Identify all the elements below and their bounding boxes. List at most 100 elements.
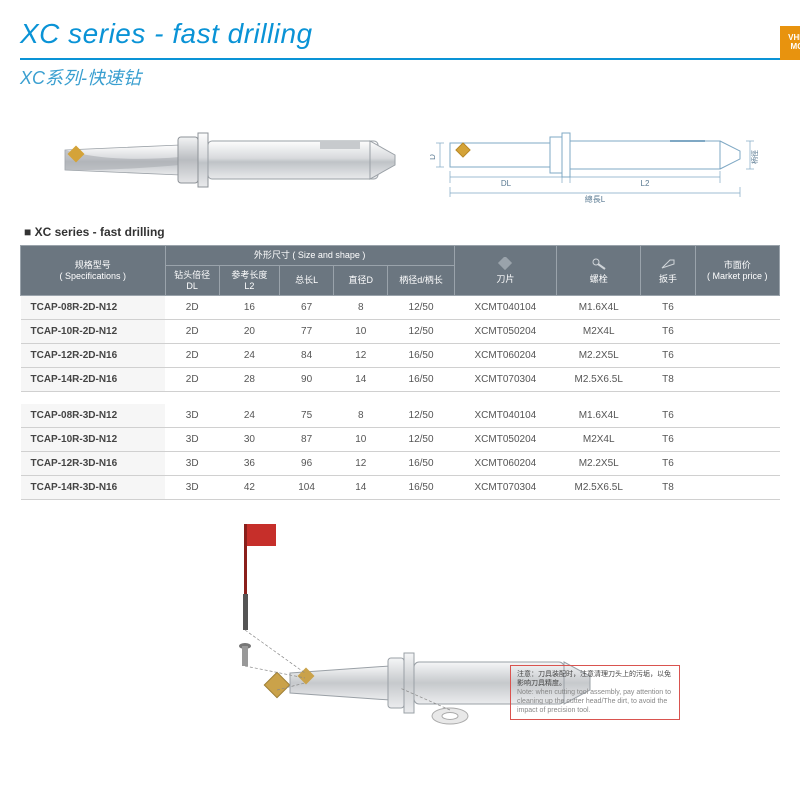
cell-l: 84 bbox=[280, 344, 334, 368]
cell-screw: M2.5X6.5L bbox=[557, 368, 641, 392]
col-wrench: 扳手 bbox=[659, 274, 677, 284]
dim-l2: L2 bbox=[641, 179, 650, 188]
spec-table-head: 规格型号 ( Specifications ) 外形尺寸 ( Size and … bbox=[21, 246, 780, 296]
cell-wrench: T6 bbox=[641, 452, 695, 476]
table-row: TCAP-14R-3D-N163D421041416/50XCMT070304M… bbox=[21, 476, 780, 500]
cell-wrench: T6 bbox=[641, 320, 695, 344]
flag-key-icon bbox=[243, 524, 276, 630]
table-row: TCAP-08R-2D-N122D1667812/50XCMT040104M1.… bbox=[21, 296, 780, 320]
col-shank: 柄径d/柄长 bbox=[388, 265, 454, 296]
table-row: TCAP-08R-3D-N123D2475812/50XCMT040104M1.… bbox=[21, 404, 780, 428]
table-row: TCAP-10R-2D-N122D20771012/50XCMT050204M2… bbox=[21, 320, 780, 344]
cell-wrench: T8 bbox=[641, 476, 695, 500]
note-cn: 注意：刀具装配时，注意清理刀头上的污垢，以免影响刀具精度。 bbox=[517, 670, 673, 688]
cell-insert: XCMT060204 bbox=[454, 344, 556, 368]
cell-d: 12 bbox=[334, 344, 388, 368]
cell-price bbox=[695, 452, 779, 476]
cell-dl: 2D bbox=[165, 344, 219, 368]
cell-spec: TCAP-08R-3D-N12 bbox=[21, 404, 166, 428]
cell-d: 8 bbox=[334, 404, 388, 428]
col-insert: 刀片 bbox=[496, 274, 514, 284]
cell-l: 96 bbox=[280, 452, 334, 476]
cell-d: 14 bbox=[334, 476, 388, 500]
cell-l2: 24 bbox=[219, 404, 279, 428]
cell-spec: TCAP-10R-2D-N12 bbox=[21, 320, 166, 344]
cell-spec: TCAP-12R-3D-N16 bbox=[21, 452, 166, 476]
cell-insert: XCMT040104 bbox=[454, 296, 556, 320]
note-en: Note: when cutting tool assembly, pay at… bbox=[517, 688, 673, 715]
dim-handle: 柄徑 bbox=[750, 150, 759, 164]
cell-shank: 12/50 bbox=[388, 296, 454, 320]
cell-price bbox=[695, 428, 779, 452]
col-d: 直径D bbox=[334, 265, 388, 296]
cell-shank: 16/50 bbox=[388, 476, 454, 500]
cell-d: 14 bbox=[334, 368, 388, 392]
header: XC series - fast drilling XC系列-快速钻 VHMMG… bbox=[20, 18, 780, 90]
col-l: 总长L bbox=[280, 265, 334, 296]
cell-d: 10 bbox=[334, 428, 388, 452]
table-row: TCAP-14R-2D-N162D28901416/50XCMT070304M2… bbox=[21, 368, 780, 392]
table-row: TCAP-12R-3D-N163D36961216/50XCMT060204M2… bbox=[21, 452, 780, 476]
cell-dl: 2D bbox=[165, 368, 219, 392]
cell-insert: XCMT070304 bbox=[454, 368, 556, 392]
cell-insert: XCMT040104 bbox=[454, 404, 556, 428]
cell-price bbox=[695, 476, 779, 500]
dim-total: 總長L bbox=[585, 194, 606, 204]
washer-icon bbox=[432, 708, 468, 724]
cell-wrench: T6 bbox=[641, 296, 695, 320]
table-group-gap bbox=[21, 392, 780, 405]
cell-wrench: T6 bbox=[641, 344, 695, 368]
title-underline bbox=[20, 58, 780, 60]
cell-d: 12 bbox=[334, 452, 388, 476]
col-screw: 螺栓 bbox=[590, 274, 608, 284]
cell-l: 67 bbox=[280, 296, 334, 320]
cell-spec: TCAP-12R-2D-N16 bbox=[21, 344, 166, 368]
schematic-drawing: DL L2 總長L D 柄徑 bbox=[430, 115, 760, 205]
cell-l2: 30 bbox=[219, 428, 279, 452]
cell-d: 8 bbox=[334, 296, 388, 320]
col-dl-cn: 钻头倍径 bbox=[168, 270, 217, 281]
cell-dl: 3D bbox=[165, 404, 219, 428]
cell-insert: XCMT060204 bbox=[454, 452, 556, 476]
cell-l: 77 bbox=[280, 320, 334, 344]
col-l2-en: L2 bbox=[222, 281, 277, 292]
section-label: XC series - fast drilling bbox=[24, 225, 780, 239]
cell-dl: 2D bbox=[165, 296, 219, 320]
cell-insert: XCMT050204 bbox=[454, 320, 556, 344]
cell-l: 87 bbox=[280, 428, 334, 452]
cell-insert: XCMT070304 bbox=[454, 476, 556, 500]
table-row: TCAP-12R-2D-N162D24841216/50XCMT060204M2… bbox=[21, 344, 780, 368]
cell-price bbox=[695, 320, 779, 344]
col-dl-en: DL bbox=[168, 281, 217, 292]
cell-l2: 20 bbox=[219, 320, 279, 344]
table-row: TCAP-10R-3D-N123D30871012/50XCMT050204M2… bbox=[21, 428, 780, 452]
cell-price bbox=[695, 296, 779, 320]
cell-spec: TCAP-14R-2D-N16 bbox=[21, 368, 166, 392]
screw-icon bbox=[590, 257, 608, 271]
dim-dl: DL bbox=[501, 179, 512, 188]
cell-dl: 3D bbox=[165, 476, 219, 500]
page-title-en: XC series - fast drilling bbox=[20, 18, 780, 50]
cell-l: 75 bbox=[280, 404, 334, 428]
col-l2-cn: 参考长度 bbox=[222, 270, 277, 281]
dim-d: D bbox=[430, 154, 437, 160]
page-title-cn: XC系列-快速钻 bbox=[20, 64, 780, 90]
cell-l: 104 bbox=[280, 476, 334, 500]
col-spec-cn: 规格型号 bbox=[23, 260, 163, 271]
cell-price bbox=[695, 368, 779, 392]
badge: VHMMG bbox=[780, 26, 800, 60]
cell-screw: M2.2X5L bbox=[557, 344, 641, 368]
hero-row: DL L2 總長L D 柄徑 bbox=[50, 110, 780, 210]
cell-wrench: T6 bbox=[641, 404, 695, 428]
cell-wrench: T8 bbox=[641, 368, 695, 392]
cell-shank: 12/50 bbox=[388, 320, 454, 344]
note-box: 注意：刀具装配时，注意清理刀头上的污垢，以免影响刀具精度。 Note: when… bbox=[510, 665, 680, 720]
screw-icon bbox=[239, 643, 251, 666]
cell-screw: M1.6X4L bbox=[557, 404, 641, 428]
assembly-illustration: 注意：刀具装配时，注意清理刀头上的污垢，以免影响刀具精度。 Note: when… bbox=[20, 518, 780, 728]
cell-l: 90 bbox=[280, 368, 334, 392]
col-group-size: 外形尺寸 ( Size and shape ) bbox=[165, 246, 454, 266]
cell-d: 10 bbox=[334, 320, 388, 344]
col-price-cn: 市面价 bbox=[698, 260, 777, 271]
cell-l2: 24 bbox=[219, 344, 279, 368]
